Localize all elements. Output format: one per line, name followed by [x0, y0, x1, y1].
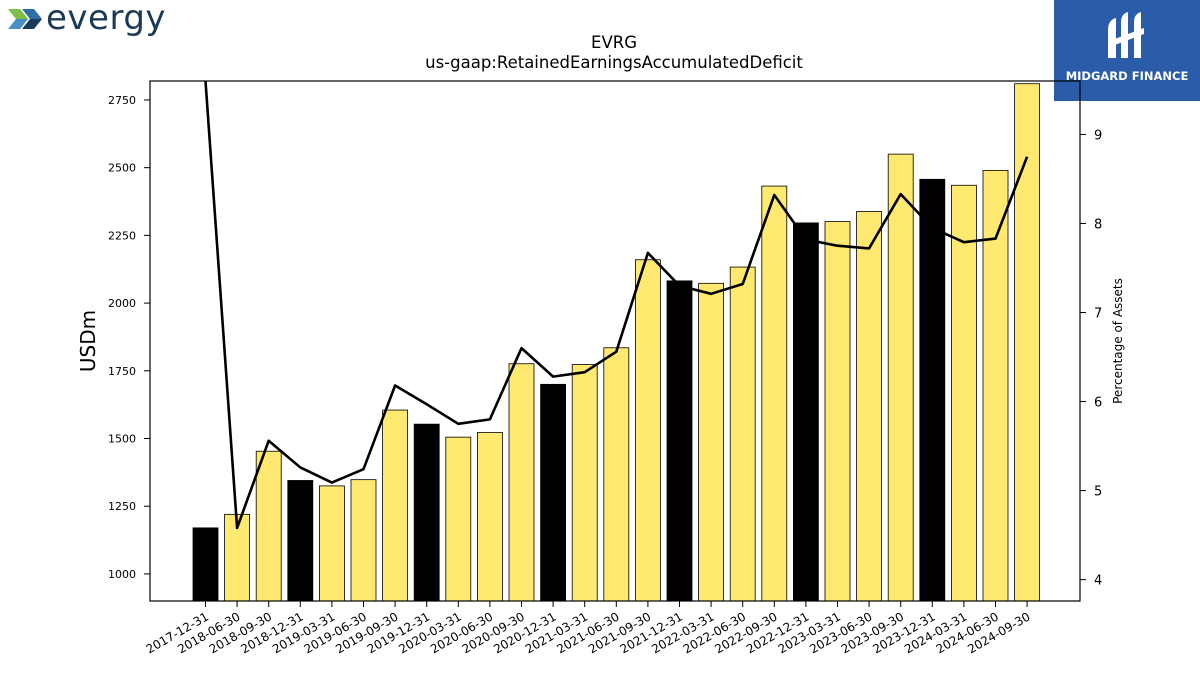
- bar-2023-03-31: [824, 221, 851, 602]
- y-tick-label: 1750: [108, 365, 136, 378]
- bar-2020-12-31: [540, 383, 566, 602]
- midgard-emblem-icon: [1108, 12, 1144, 58]
- bar-2019-03-31: [318, 485, 345, 602]
- bar-series: [192, 83, 1040, 602]
- bar-2022-06-30: [729, 266, 756, 602]
- bar-2023-09-30: [887, 153, 914, 602]
- y2-tick-label: 7: [1094, 307, 1102, 322]
- chart-subtitle: us-gaap:RetainedEarningsAccumulatedDefic…: [425, 53, 803, 72]
- y2-tick-label: 9: [1094, 128, 1102, 143]
- y-tick-label: 2500: [108, 162, 136, 175]
- bar-2019-12-31: [413, 423, 440, 602]
- bar-2021-09-30: [635, 259, 661, 602]
- y-tick-label: 1500: [108, 433, 136, 446]
- y2-tick-label: 5: [1094, 485, 1102, 500]
- bar-2019-09-30: [382, 409, 409, 602]
- bar-2021-06-30: [603, 347, 630, 602]
- evergy-chevron-icon: [8, 9, 42, 29]
- percentage-line: [204, 80, 1029, 530]
- bar-2020-03-31: [445, 436, 472, 602]
- y2-axis-label: Percentage of Assets: [1111, 278, 1125, 404]
- bar-2019-06-30: [350, 479, 377, 602]
- y2-tick-label: 8: [1094, 217, 1102, 232]
- y-tick-label: 1250: [108, 500, 136, 513]
- x-axis: 2017-12-312018-06-302018-09-302018-12-31…: [144, 601, 1033, 656]
- bar-2024-09-30: [1014, 83, 1040, 602]
- left-axis: 1000 1250 1500 1750 2000 2250 2500 2750: [108, 94, 150, 581]
- bar-2021-03-31: [571, 364, 598, 602]
- y-axis-label: USDm: [76, 310, 100, 372]
- y-tick-label: 1000: [108, 568, 136, 581]
- bar-2023-12-31: [919, 178, 946, 602]
- y-tick-label: 2000: [108, 297, 136, 310]
- y-tick-label: 2750: [108, 94, 136, 107]
- y2-tick-label: 4: [1094, 574, 1102, 589]
- bar-2020-09-30: [508, 363, 535, 602]
- right-axis: 4 5 6 7 8 9: [1080, 128, 1102, 589]
- bar-2020-06-30: [476, 432, 503, 602]
- bar-2021-12-31: [666, 280, 693, 602]
- bar-2022-09-30: [761, 185, 788, 602]
- bar-2023-06-30: [856, 211, 882, 602]
- plot-frame: [149, 80, 1081, 602]
- evergy-logo: evergy: [6, 0, 186, 44]
- bar-2017-12-31: [192, 527, 219, 602]
- y-tick-label: 2250: [108, 229, 136, 242]
- line-series: [204, 80, 1029, 530]
- midgard-finance-text: MIDGARD FINANCE: [1065, 69, 1189, 83]
- midgard-finance-logo: MIDGARD FINANCE: [1054, 0, 1200, 101]
- y2-tick-label: 6: [1094, 396, 1102, 411]
- evergy-wordmark: evergy: [46, 0, 167, 38]
- bar-2024-03-31: [951, 184, 977, 602]
- bar-2024-06-30: [982, 169, 1009, 602]
- bar-2022-12-31: [793, 222, 819, 602]
- bar-2018-12-31: [287, 480, 314, 602]
- chart-title: EVRG: [591, 33, 637, 52]
- bar-2018-09-30: [255, 450, 282, 602]
- bar-2022-03-31: [698, 282, 724, 602]
